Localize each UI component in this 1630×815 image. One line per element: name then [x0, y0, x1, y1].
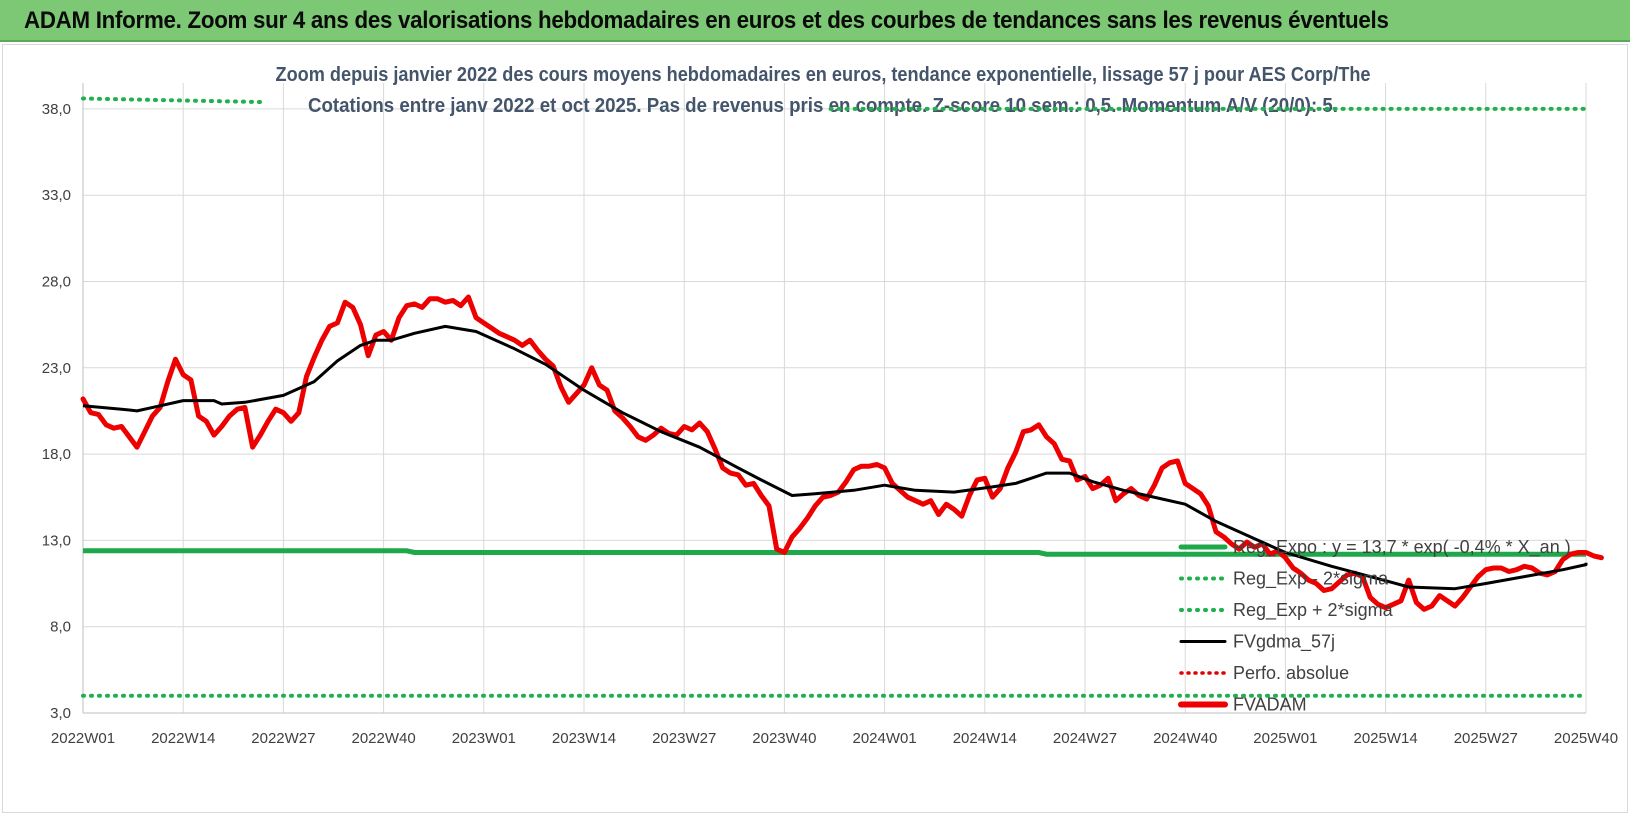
x-tick-label: 2024W01 — [852, 730, 916, 747]
x-tick-label: 2022W01 — [51, 730, 115, 747]
y-tick-label: 23,0 — [42, 360, 71, 377]
x-tick-label: 2025W40 — [1554, 730, 1618, 747]
report-title: ADAM Informe. Zoom sur 4 ans des valoris… — [24, 7, 1389, 34]
x-tick-label: 2024W14 — [953, 730, 1017, 747]
x-tick-label: 2023W14 — [552, 730, 616, 747]
x-tick-label: 2022W40 — [351, 730, 415, 747]
y-tick-label: 8,0 — [50, 619, 71, 636]
y-tick-label: 33,0 — [42, 187, 71, 204]
legend-entry-label: Reg_Exp - 2*sigma — [1233, 569, 1389, 590]
series-fvgdma-57j — [82, 324, 1588, 591]
plot-area — [83, 83, 1586, 713]
series-reg-exp-plus-2sigma — [81, 96, 263, 104]
x-tick-label: 2025W27 — [1454, 730, 1518, 747]
x-tick-label: 2022W27 — [251, 730, 315, 747]
legend-entry-label: Reg_Expo : y = 13,7 * exp( -0,4% * X_an … — [1233, 537, 1571, 558]
series-reg-expo — [83, 548, 1586, 557]
chart-canvas: 3,0 8,0 13,0 18,0 23,0 28,0 33,0 38,0 2022W01 202… — [42, 64, 1618, 747]
legend-entry-label: Perfo. absolue — [1233, 663, 1349, 683]
x-tick-label: 2025W01 — [1253, 730, 1317, 747]
report-header: ADAM Informe. Zoom sur 4 ans des valoris… — [0, 0, 1630, 42]
x-tick-label: 2025W14 — [1353, 730, 1417, 747]
y-tick-label: 18,0 — [42, 446, 71, 463]
y-tick-label: 38,0 — [42, 101, 71, 118]
x-tick-label: 2022W14 — [151, 730, 215, 747]
chart-title-line-2: Cotations entre janv 2022 et oct 2025. P… — [308, 95, 1338, 117]
y-tick-label: 28,0 — [42, 273, 71, 290]
series-fvadam — [80, 294, 1604, 612]
y-tick-label: 3,0 — [50, 705, 71, 722]
x-tick-label: 2024W40 — [1153, 730, 1217, 747]
y-tick-label: 13,0 — [42, 532, 71, 549]
legend-entry-label: FVADAM — [1233, 695, 1307, 715]
chart-area: 3,0 8,0 13,0 18,0 23,0 28,0 33,0 38,0 2022W01 202… — [2, 44, 1628, 813]
x-tick-label: 2023W27 — [652, 730, 716, 747]
x-tick-label: 2023W01 — [452, 730, 516, 747]
chart-title-line-1: Zoom depuis janvier 2022 des cours moyen… — [276, 64, 1371, 86]
legend-entry-label: Reg_Exp + 2*sigma — [1233, 600, 1394, 621]
x-tick-label: 2024W27 — [1053, 730, 1117, 747]
x-tick-label: 2023W40 — [752, 730, 816, 747]
legend-entry-label: FVgdma_57j — [1233, 632, 1335, 653]
